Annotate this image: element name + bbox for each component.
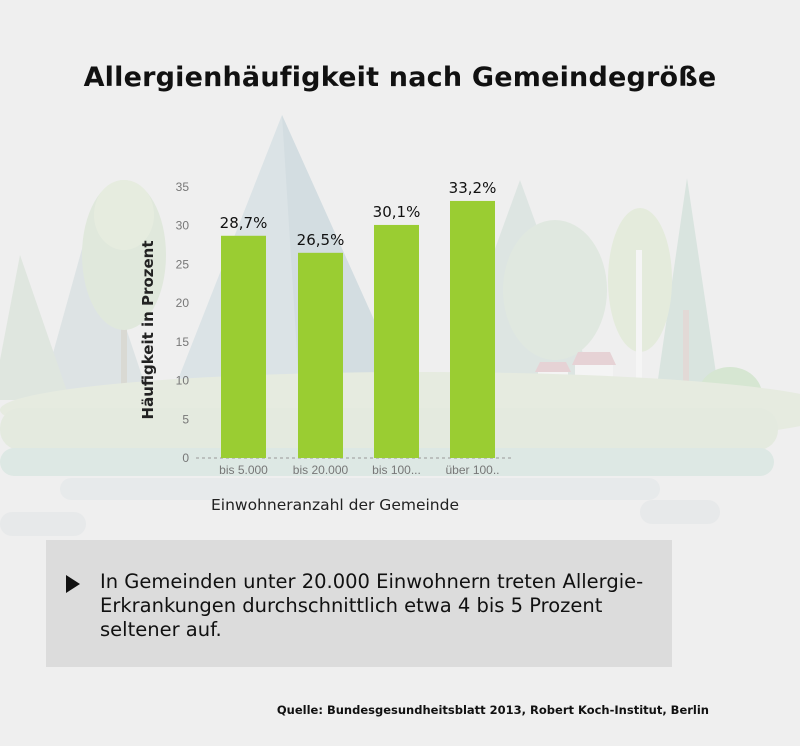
bar-value-label: 26,5%	[297, 231, 345, 249]
y-tick-label: 15	[176, 335, 190, 349]
arrow-right-icon	[66, 575, 80, 593]
y-tick-label: 10	[176, 374, 190, 388]
y-tick-label: 35	[176, 180, 190, 194]
x-axis-title: Einwohneranzahl der Gemeinde	[210, 496, 459, 514]
bar-value-label: 28,7%	[220, 214, 268, 232]
page-title: Allergienhäufigkeit nach Gemeindegröße	[83, 62, 717, 93]
bar-value-label: 33,2%	[449, 179, 497, 197]
bar-2	[298, 252, 343, 458]
y-tick-label: 20	[176, 296, 190, 310]
x-tick-label: bis 20.000	[293, 463, 349, 477]
source-credit: Quelle: Bundesgesundheitsblatt 2013, Rob…	[276, 703, 709, 717]
y-tick-label: 5	[182, 412, 189, 426]
note-box: In Gemeinden unter 20.000 Einwohnern tre…	[46, 540, 672, 667]
y-tick-label: 25	[176, 257, 190, 271]
bar-3	[374, 224, 419, 458]
x-tick-label: über 100..	[445, 463, 499, 477]
x-tick-label: bis 100...	[372, 463, 421, 477]
y-tick-label: 0	[182, 451, 189, 465]
bar-1	[221, 235, 266, 458]
bar-value-label: 30,1%	[373, 203, 421, 221]
x-tick-label: bis 5.000	[219, 463, 268, 477]
note-text: In Gemeinden unter 20.000 Einwohnern tre…	[100, 570, 644, 641]
y-tick-label: 30	[176, 219, 190, 233]
bar-4	[450, 200, 495, 459]
y-axis-title: Häufigkeit in Prozent	[139, 241, 157, 420]
